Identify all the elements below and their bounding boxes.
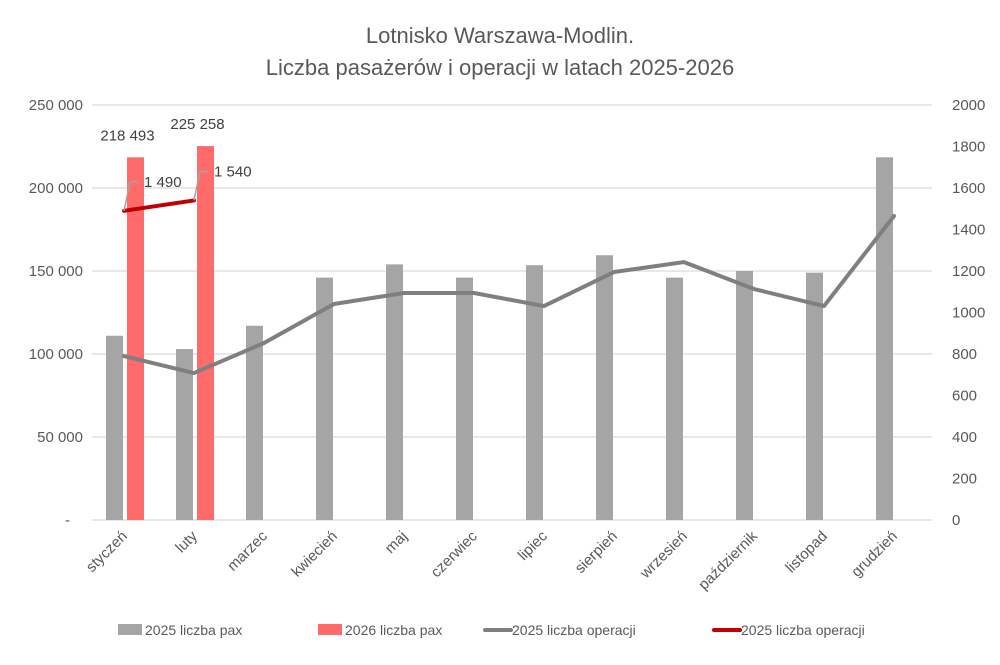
- y-right-tick-label: 1000: [952, 305, 985, 322]
- bar-2025-liczba-pax: [176, 349, 193, 520]
- line-2025-operations: [122, 214, 896, 376]
- legend-swatch: [318, 624, 342, 635]
- x-tick-label: październik: [695, 527, 761, 593]
- leader-line: [193, 170, 208, 201]
- data-label: 1 490: [144, 174, 182, 191]
- bar-2026-liczba-pax: [197, 146, 214, 520]
- bar-2025-liczba-pax: [106, 335, 123, 520]
- y-left-tick-label: -: [65, 512, 70, 529]
- y-left-tick-label: 250 000: [29, 97, 83, 114]
- chart-title-line-2: Liczba pasażerów i operacji w latach 202…: [266, 55, 734, 80]
- x-tick-label: czerwiec: [428, 527, 482, 581]
- x-tick-label: kwiecień: [288, 528, 341, 581]
- legend-swatch: [118, 624, 142, 635]
- y-right-tick-label: 1800: [952, 139, 985, 156]
- legend-label: 2026 liczba pax: [345, 622, 442, 638]
- bar-2025-liczba-pax: [526, 265, 543, 520]
- y-left-tick-label: 50 000: [37, 429, 83, 446]
- bar-2025-liczba-pax: [316, 277, 333, 520]
- legend-label: 2025 liczba operacji: [741, 622, 865, 638]
- y-left-tick-label: 200 000: [29, 180, 83, 197]
- x-tick-label: grudzień: [848, 528, 901, 581]
- bar-2025-liczba-pax: [876, 157, 893, 521]
- data-label: 218 493: [100, 127, 154, 144]
- x-tick-label: sierpień: [572, 528, 621, 577]
- y-left-tick-label: 150 000: [29, 263, 83, 280]
- bar-2025-liczba-pax: [596, 255, 613, 521]
- y-right-tick-label: 600: [952, 388, 977, 405]
- bar-2025-liczba-pax: [456, 277, 473, 520]
- y-right-tick-label: 400: [952, 429, 977, 446]
- bar-2025-liczba-pax: [386, 264, 403, 520]
- y-right-tick-label: 200: [952, 471, 977, 488]
- y-right-tick-label: 1400: [952, 222, 985, 239]
- y-right-tick-label: 1600: [952, 180, 985, 197]
- y-left-tick-label: 100 000: [29, 346, 83, 363]
- x-tick-label: styczeń: [83, 528, 131, 576]
- bar-2025-liczba-pax: [246, 325, 263, 520]
- y-right-tick-label: 0: [952, 512, 960, 529]
- x-tick-label: maj: [382, 528, 411, 557]
- chart-title-line-1: Lotnisko Warszawa-Modlin.: [366, 23, 634, 48]
- x-tick-label: listopad: [782, 528, 831, 577]
- leader-line: [123, 181, 138, 211]
- legend-label: 2025 liczba pax: [145, 622, 242, 638]
- line-2026-operations: [122, 198, 196, 213]
- bar-2025-liczba-pax: [736, 271, 753, 520]
- bar-2025-liczba-pax: [666, 277, 683, 520]
- data-label: 1 540: [214, 163, 252, 180]
- x-tick-label: lipiec: [515, 527, 552, 564]
- y-right-tick-label: 1200: [952, 263, 985, 280]
- y-right-tick-label: 800: [952, 346, 977, 363]
- x-tick-label: marzec: [224, 527, 271, 574]
- x-tick-label: wrzesień: [636, 528, 691, 583]
- y-right-tick-label: 2000: [952, 97, 985, 114]
- bar-2026-liczba-pax: [127, 157, 144, 520]
- data-label: 225 258: [170, 116, 224, 133]
- legend-label: 2025 liczba operacji: [512, 622, 636, 638]
- bar-2025-liczba-pax: [806, 272, 823, 520]
- x-tick-label: luty: [172, 527, 201, 556]
